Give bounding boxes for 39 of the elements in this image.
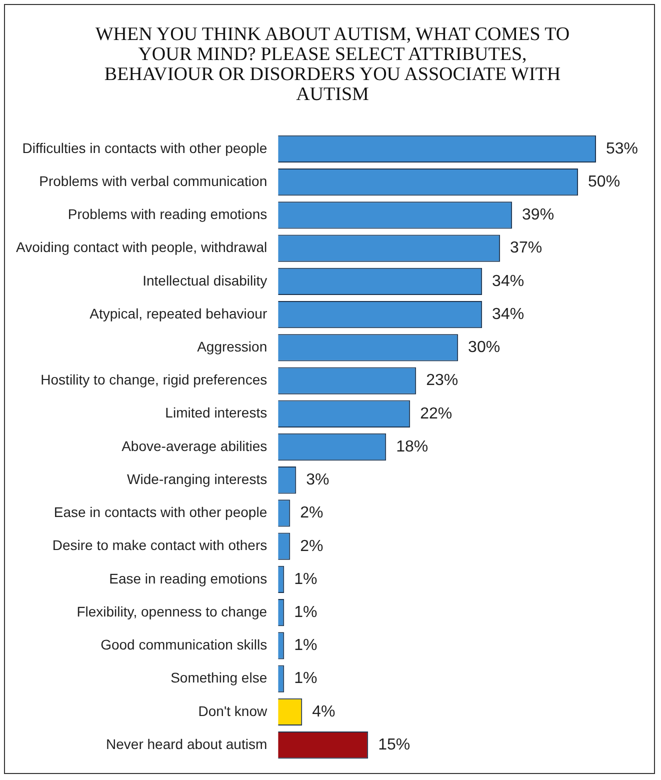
y-tick-label: Hostility to change, rigid preferences <box>40 372 268 388</box>
y-tick-label: Problems with verbal communication <box>39 172 268 189</box>
data-label: 22% <box>420 405 452 422</box>
y-tick-label: Ease in reading emotions <box>109 570 268 586</box>
data-label: 53% <box>606 140 638 158</box>
data-label: 18% <box>396 438 428 456</box>
y-tick-label: Something else <box>170 670 268 686</box>
data-label: 2% <box>300 504 324 522</box>
data-label: 37% <box>510 240 542 257</box>
y-tick-label: Never heard about autism <box>106 736 268 752</box>
data-label: 34% <box>492 272 524 290</box>
y-tick-label: Desire to make contact with others <box>52 537 268 554</box>
y-tick-label: Avoiding contact with people, withdrawal <box>16 239 268 256</box>
data-label: 1% <box>294 604 318 621</box>
data-label: 39% <box>522 206 554 224</box>
data-label: 1% <box>294 637 318 654</box>
data-label: 1% <box>294 570 318 588</box>
data-label: 4% <box>312 703 336 720</box>
y-tick-label: Flexibility, openness to change <box>76 603 268 620</box>
data-label: 23% <box>426 372 458 390</box>
data-label: 15% <box>378 736 410 754</box>
y-tick-label: Aggression <box>197 338 268 355</box>
data-label: 50% <box>588 173 620 190</box>
y-tick-label: Problems with reading emotions <box>68 206 268 222</box>
data-label: 1% <box>294 670 318 688</box>
data-label: 34% <box>492 306 524 323</box>
y-tick-label: Intellectual disability <box>142 272 268 288</box>
data-label: 3% <box>306 472 330 489</box>
y-tick-label: Wide-ranging interests <box>127 470 268 487</box>
y-tick-label: Don't know <box>198 702 268 719</box>
y-tick-label: Limited interests <box>165 404 268 421</box>
data-label: 30% <box>468 339 500 356</box>
y-tick-label: Difficulties in contacts with other people <box>22 140 268 156</box>
y-tick-label: Above-average abilities <box>122 438 268 454</box>
y-tick-label: Atypical, repeated behaviour <box>90 305 268 322</box>
data-label: 2% <box>300 538 324 555</box>
chart-title: WHEN YOU THINK ABOUT AUTISM, WHAT COMES TO YOUR MIND? PLEASE SELECT ATTRIBUTES, BEHAVIOUR OR DISORDERS YOU ASSOCIATE WITH AUTISM <box>94 24 571 105</box>
y-tick-label: Ease in contacts with other people <box>54 504 268 520</box>
y-tick-label: Good communication skills <box>100 636 268 653</box>
